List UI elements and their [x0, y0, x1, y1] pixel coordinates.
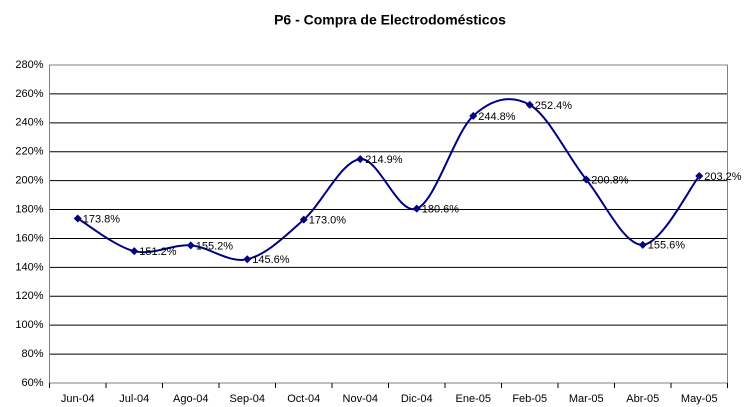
marker	[299, 215, 308, 224]
data-label: 173.0%	[309, 215, 347, 227]
y-tick-label: 120%	[15, 290, 43, 302]
y-tick-label: 260%	[15, 88, 43, 100]
y-tick-label: 100%	[15, 319, 43, 331]
x-tick-label: Nov-04	[343, 393, 378, 405]
y-tick-label: 160%	[15, 232, 43, 244]
x-tick-label: May-05	[681, 393, 718, 405]
x-tick-label: Dic-04	[401, 393, 433, 405]
marker	[130, 247, 139, 256]
y-tick-label: 60%	[21, 377, 43, 389]
x-tick-label: Mar-05	[569, 393, 604, 405]
data-label: 180.6%	[422, 204, 460, 216]
data-label: 155.6%	[648, 240, 686, 252]
data-label: 173.8%	[83, 213, 121, 225]
x-tick-label: Sep-04	[230, 393, 265, 405]
data-label: 252.4%	[535, 100, 573, 112]
data-label: 151.2%	[139, 246, 177, 258]
x-tick-label: Ago-04	[173, 393, 208, 405]
y-tick-label: 220%	[15, 146, 43, 158]
plot-border	[49, 64, 728, 384]
chart-title: P6 - Compra de Electrodomésticos	[274, 12, 506, 28]
x-tick-label: Jul-04	[119, 393, 149, 405]
marker	[638, 240, 647, 249]
marker	[186, 241, 195, 250]
marker	[73, 214, 82, 223]
x-tick-label: Oct-04	[287, 393, 320, 405]
data-label: 200.8%	[591, 174, 629, 186]
y-tick-label: 280%	[15, 59, 43, 71]
x-tick-label: Jun-04	[61, 393, 95, 405]
y-tick-label: 140%	[15, 261, 43, 273]
data-label: 244.8%	[478, 111, 516, 123]
marker	[695, 172, 704, 181]
marker	[356, 155, 365, 164]
data-label: 203.2%	[704, 171, 742, 183]
marker	[412, 204, 421, 213]
x-tick-label: Feb-05	[512, 393, 547, 405]
y-tick-label: 240%	[15, 117, 43, 129]
marker	[582, 175, 591, 184]
x-tick-label: Ene-05	[456, 393, 491, 405]
marker	[243, 255, 252, 264]
marker	[525, 100, 534, 109]
y-tick-label: 200%	[15, 175, 43, 187]
data-label: 145.6%	[252, 254, 290, 266]
x-tick-label: Abr-05	[626, 393, 659, 405]
data-label: 214.9%	[365, 154, 403, 166]
y-tick-label: 180%	[15, 203, 43, 215]
data-label: 155.2%	[196, 240, 234, 252]
marker	[469, 111, 478, 120]
y-tick-label: 80%	[21, 348, 43, 360]
